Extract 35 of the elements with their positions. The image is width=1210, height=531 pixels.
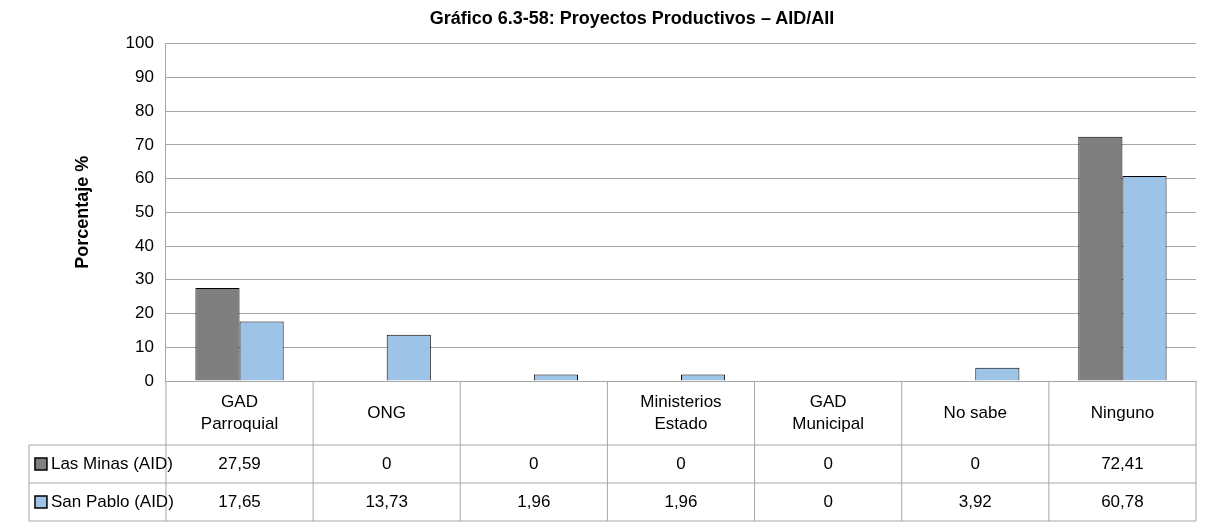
y-tick-label: 40 [135, 235, 154, 255]
data-label: 0 [529, 453, 539, 473]
y-tick-label: 70 [135, 134, 154, 154]
data-label: 17,65 [218, 491, 261, 511]
data-label: 0 [676, 453, 686, 473]
y-tick-label: 30 [135, 269, 154, 289]
y-tick-label: 50 [135, 201, 154, 221]
x-tick-label: GAD Parroquial [200, 391, 279, 433]
x-tick-label: GAD Municipal [792, 391, 865, 433]
data-label: 0 [970, 453, 981, 473]
data-label: 0 [823, 453, 833, 473]
chart-title: Gráfico 6.3-58: Proyectos Productivos – AID/AII [429, 7, 835, 28]
data-label: 3,92 [958, 491, 992, 511]
legend-label: San Pablo (AID) [50, 491, 174, 511]
y-tick-label: 0 [144, 370, 154, 390]
y-axis-title: Porcentaje % [71, 155, 92, 269]
legend-label: Las Minas (AID) [50, 453, 173, 473]
data-label: 1,96 [664, 491, 698, 511]
x-tick-label: Ministerios Estado [640, 391, 722, 433]
data-label: 1,96 [517, 491, 551, 511]
data-label: 27,59 [218, 453, 261, 473]
y-tick-label: 60 [135, 168, 154, 188]
x-tick-label: No sabe [943, 402, 1007, 422]
data-label: 0 [823, 491, 833, 511]
y-tick-label: 80 [135, 100, 154, 120]
y-tick-label: 10 [135, 336, 154, 356]
data-label: 60,78 [1101, 491, 1144, 511]
data-label: 13,73 [365, 491, 408, 511]
y-tick-label: 20 [135, 303, 154, 323]
data-label: 0 [381, 453, 392, 473]
x-tick-label: ONG [367, 402, 407, 422]
data-label: 72,41 [1101, 453, 1144, 473]
y-tick-label: 90 [135, 67, 154, 87]
y-tick-label: 100 [125, 33, 154, 53]
x-tick-label: Ninguno [1090, 402, 1155, 422]
